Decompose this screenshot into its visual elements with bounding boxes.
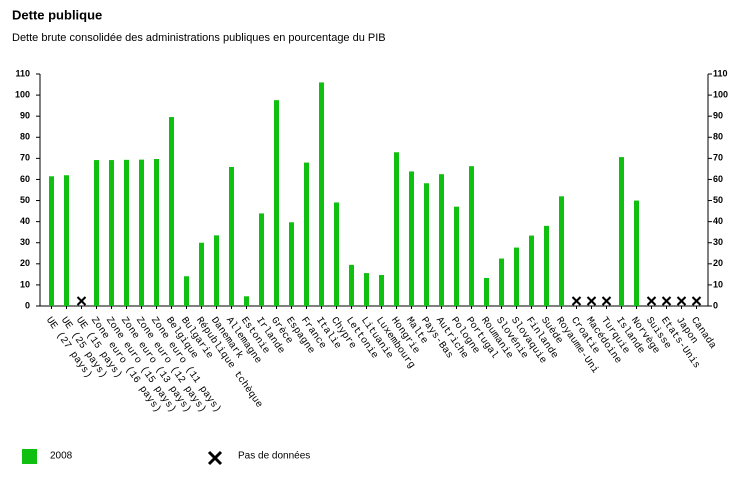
bar (319, 82, 324, 306)
bar (559, 196, 564, 306)
bar (619, 157, 624, 306)
y-tick-label: 40 (20, 216, 30, 226)
y2-tick-label: 50 (713, 195, 723, 205)
y-tick-label: 20 (20, 258, 30, 268)
missing-legend-icon (207, 450, 223, 466)
bar (379, 274, 384, 306)
bar (214, 235, 219, 306)
y2-tick-label: 40 (713, 216, 723, 226)
bar (439, 174, 444, 306)
bar (529, 235, 534, 306)
missing-marker (661, 296, 672, 306)
bar (139, 159, 144, 306)
bar (289, 222, 294, 306)
y-tick-label: 30 (20, 237, 30, 247)
bar (94, 160, 99, 306)
y2-tick-label: 70 (713, 153, 723, 163)
y-tick-label: 0 (25, 300, 30, 310)
y2-tick-label: 20 (713, 258, 723, 268)
y2-tick-label: 100 (713, 89, 728, 99)
bar (229, 167, 234, 306)
chart-subtitle: Dette brute consolidée des administratio… (12, 32, 386, 44)
bar (544, 225, 549, 306)
bar (364, 273, 369, 306)
bar (274, 100, 279, 306)
bar (424, 183, 429, 306)
bar (409, 171, 414, 306)
bar (259, 213, 264, 306)
bar (124, 159, 129, 306)
bar (244, 296, 249, 306)
missing-marker (601, 296, 612, 306)
y-tick-label: 110 (15, 68, 30, 78)
y-tick-label: 80 (20, 132, 30, 142)
bar (199, 242, 204, 306)
missing-legend-label: Pas de données (238, 451, 310, 462)
y-tick-label: 70 (20, 153, 30, 163)
y-tick-label: 50 (20, 195, 30, 205)
missing-marker (571, 296, 582, 306)
bar (499, 258, 504, 306)
y-tick-label: 60 (20, 174, 30, 184)
bar (634, 200, 639, 306)
y2-tick-label: 110 (713, 68, 728, 78)
legend-label: 2008 (50, 451, 73, 462)
y2-tick-label: 10 (713, 279, 723, 289)
bar (304, 162, 309, 306)
y-tick-label: 100 (15, 89, 30, 99)
y2-tick-label: 30 (713, 237, 723, 247)
y-tick-label: 10 (20, 279, 30, 289)
bar (349, 264, 354, 306)
bar (454, 206, 459, 306)
legend-swatch (22, 449, 37, 464)
bar (469, 166, 474, 306)
chart-title: Dette publique (12, 7, 102, 22)
y2-tick-label: 60 (713, 174, 723, 184)
y2-tick-label: 80 (713, 132, 723, 142)
missing-marker (676, 296, 687, 306)
bar (109, 160, 114, 306)
bar (394, 152, 399, 306)
bar (514, 247, 519, 306)
missing-marker (76, 296, 87, 306)
bar (484, 277, 489, 306)
bar (184, 276, 189, 306)
bar (169, 117, 174, 306)
bar (64, 175, 69, 306)
missing-marker (691, 296, 702, 306)
y2-tick-label: 90 (713, 111, 723, 121)
missing-marker (646, 296, 657, 306)
bar (154, 158, 159, 306)
y2-tick-label: 0 (713, 300, 718, 310)
bar (334, 202, 339, 306)
y-tick-label: 90 (20, 111, 30, 121)
missing-marker (586, 296, 597, 306)
bar (49, 176, 54, 306)
